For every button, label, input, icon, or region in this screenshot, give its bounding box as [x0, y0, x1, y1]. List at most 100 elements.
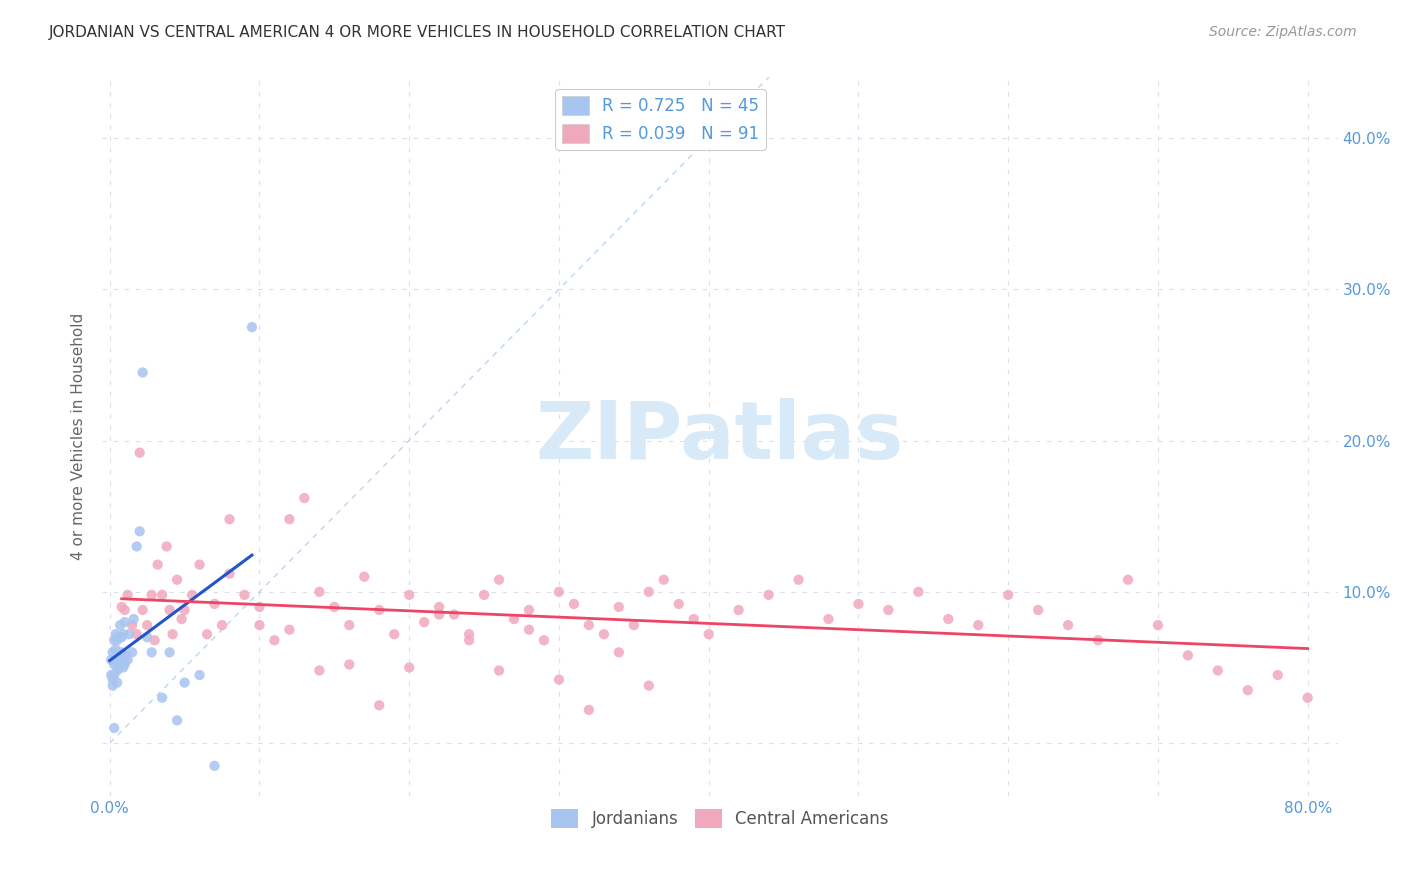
Point: [101, 673, 124, 687]
Point: [637, 584, 659, 599]
Point: [128, 445, 150, 459]
Point: [249, 599, 271, 614]
Point: [173, 675, 195, 690]
Y-axis label: 4 or more Vehicles in Household: 4 or more Vehicles in Household: [72, 313, 86, 560]
Point: [337, 657, 360, 672]
Point: [458, 627, 481, 641]
Point: [218, 512, 240, 526]
Point: [817, 612, 839, 626]
Point: [150, 588, 173, 602]
Point: [1026, 603, 1049, 617]
Point: [131, 366, 153, 380]
Point: [211, 618, 233, 632]
Point: [121, 618, 143, 632]
Point: [697, 627, 720, 641]
Point: [131, 603, 153, 617]
Point: [548, 673, 571, 687]
Point: [458, 633, 481, 648]
Point: [488, 664, 510, 678]
Point: [107, 648, 129, 663]
Point: [533, 633, 555, 648]
Point: [578, 703, 600, 717]
Point: [1236, 683, 1258, 698]
Point: [967, 618, 990, 632]
Point: [263, 633, 285, 648]
Point: [1116, 573, 1139, 587]
Point: [100, 653, 122, 667]
Point: [382, 627, 405, 641]
Point: [117, 588, 139, 602]
Point: [101, 645, 124, 659]
Point: [104, 627, 127, 641]
Point: [443, 607, 465, 622]
Point: [117, 653, 139, 667]
Point: [103, 657, 125, 672]
Point: [308, 664, 330, 678]
Point: [548, 584, 571, 599]
Point: [578, 618, 600, 632]
Text: Source: ZipAtlas.com: Source: ZipAtlas.com: [1209, 25, 1357, 39]
Point: [118, 627, 141, 641]
Point: [155, 540, 177, 554]
Point: [623, 618, 645, 632]
Point: [398, 660, 420, 674]
Point: [308, 584, 330, 599]
Point: [323, 599, 346, 614]
Legend: Jordanians, Central Americans: Jordanians, Central Americans: [544, 802, 896, 835]
Point: [368, 603, 391, 617]
Point: [607, 599, 630, 614]
Point: [107, 660, 129, 674]
Point: [107, 630, 129, 644]
Point: [517, 623, 540, 637]
Point: [337, 618, 360, 632]
Point: [1087, 633, 1109, 648]
Point: [108, 657, 131, 672]
Point: [1147, 618, 1170, 632]
Point: [141, 588, 163, 602]
Point: [503, 612, 526, 626]
Point: [128, 524, 150, 539]
Point: [278, 512, 301, 526]
Point: [114, 603, 136, 617]
Point: [353, 570, 375, 584]
Point: [188, 558, 211, 572]
Point: [1296, 690, 1319, 705]
Point: [997, 588, 1019, 602]
Point: [652, 573, 675, 587]
Point: [114, 657, 136, 672]
Text: JORDANIAN VS CENTRAL AMERICAN 4 OR MORE VEHICLES IN HOUSEHOLD CORRELATION CHART: JORDANIAN VS CENTRAL AMERICAN 4 OR MORE …: [49, 25, 786, 40]
Point: [488, 573, 510, 587]
Point: [136, 618, 159, 632]
Point: [162, 627, 184, 641]
Point: [136, 630, 159, 644]
Point: [159, 645, 181, 659]
Point: [368, 698, 391, 713]
Point: [166, 714, 188, 728]
Point: [114, 615, 136, 629]
Point: [143, 633, 166, 648]
Point: [195, 627, 218, 641]
Point: [427, 607, 450, 622]
Point: [103, 721, 125, 735]
Point: [105, 675, 128, 690]
Point: [727, 603, 749, 617]
Point: [398, 588, 420, 602]
Point: [233, 588, 256, 602]
Point: [907, 584, 929, 599]
Point: [637, 679, 659, 693]
Point: [936, 612, 959, 626]
Point: [104, 642, 127, 657]
Point: [1267, 668, 1289, 682]
Point: [112, 627, 135, 641]
Point: [668, 597, 690, 611]
Point: [115, 648, 138, 663]
Point: [105, 633, 128, 648]
Point: [218, 566, 240, 581]
Point: [592, 627, 614, 641]
Point: [166, 573, 188, 587]
Point: [108, 618, 131, 632]
Point: [1206, 664, 1229, 678]
Point: [125, 627, 148, 641]
Point: [103, 633, 125, 648]
Point: [111, 599, 134, 614]
